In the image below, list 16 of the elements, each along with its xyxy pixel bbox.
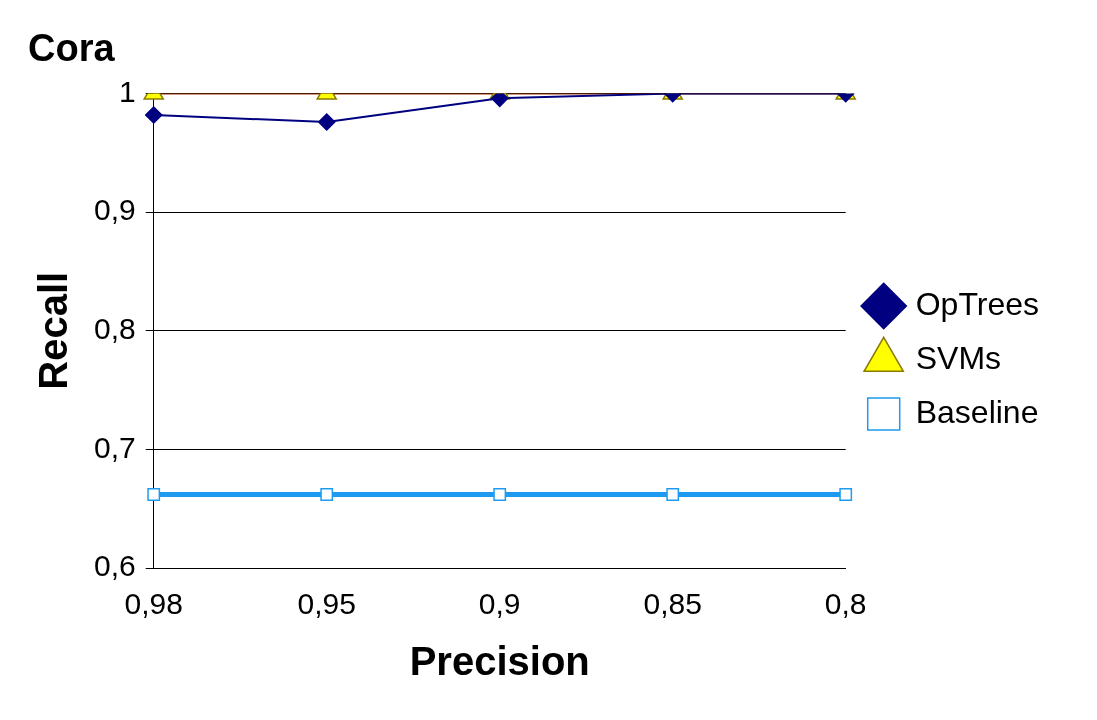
legend-label: OpTrees <box>915 285 1039 322</box>
x-tick-label: 0,95 <box>297 587 356 621</box>
y-tick-label: 0,8 <box>93 312 136 346</box>
y-axis-title: Recall <box>31 271 76 390</box>
y-tick-label: 0,9 <box>93 193 136 227</box>
x-axis-title: Precision <box>409 639 590 684</box>
y-tick-label: 0,6 <box>93 549 136 583</box>
x-tick-label: 0,8 <box>824 587 867 621</box>
legend-label: SVMs <box>915 339 1002 376</box>
legend-label: Baseline <box>915 393 1039 430</box>
y-tick-label: 0,7 <box>93 430 136 464</box>
chart-title: Cora <box>28 27 116 70</box>
x-tick-label: 0,9 <box>478 587 521 621</box>
y-tick-label: 1 <box>119 74 136 108</box>
x-tick-label: 0,85 <box>643 587 702 621</box>
x-tick-label: 0,98 <box>124 587 183 621</box>
